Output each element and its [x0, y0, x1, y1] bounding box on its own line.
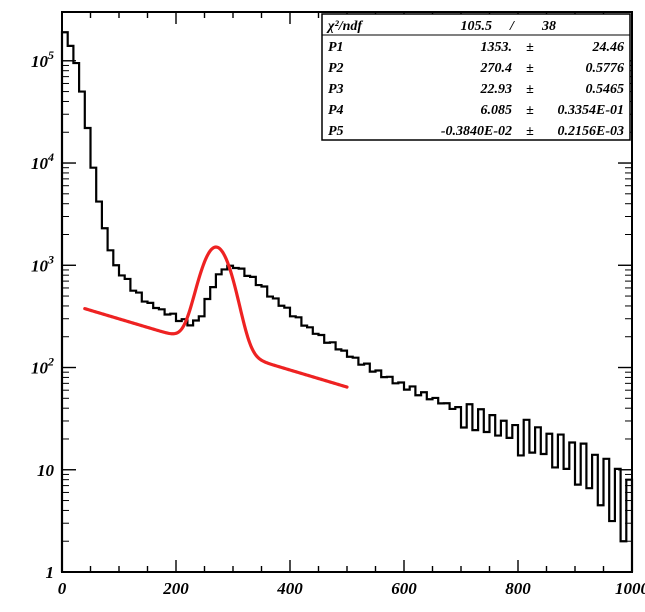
svg-text:0.3354E-01: 0.3354E-01	[558, 103, 625, 118]
y-tick-label: 10	[37, 461, 55, 480]
svg-text:±: ±	[526, 103, 534, 118]
svg-text:1353.: 1353.	[481, 40, 513, 55]
y-tick-label: 1	[46, 563, 55, 582]
svg-text:-0.3840E-02: -0.3840E-02	[441, 124, 512, 139]
svg-text:χ²/ndf: χ²/ndf	[326, 19, 363, 34]
svg-text:38: 38	[541, 19, 556, 34]
x-tick-label: 600	[391, 579, 417, 598]
svg-text:0.2156E-03: 0.2156E-03	[558, 124, 625, 139]
svg-text:±: ±	[526, 61, 534, 76]
svg-text:P1: P1	[328, 40, 344, 55]
svg-text:22.93: 22.93	[480, 82, 513, 97]
svg-text:P5: P5	[328, 124, 344, 139]
svg-text:270.4: 270.4	[480, 61, 513, 76]
chart-container: 02004006008001000110102103104105χ²/ndf10…	[0, 0, 645, 612]
svg-text:P2: P2	[328, 61, 344, 76]
x-tick-label: 200	[162, 579, 189, 598]
svg-text:P3: P3	[328, 82, 344, 97]
chart-svg: 02004006008001000110102103104105χ²/ndf10…	[0, 0, 645, 612]
svg-text:±: ±	[526, 124, 534, 139]
svg-text:±: ±	[526, 82, 534, 97]
svg-text:0.5776: 0.5776	[586, 61, 625, 76]
x-tick-label: 1000	[615, 579, 645, 598]
x-tick-label: 0	[58, 579, 67, 598]
x-tick-label: 800	[505, 579, 531, 598]
svg-text:0.5465: 0.5465	[586, 82, 625, 97]
x-tick-label: 400	[276, 579, 303, 598]
stat-box: χ²/ndf105.5/38P11353.±24.46P2270.4±0.577…	[322, 14, 630, 140]
svg-text:105.5: 105.5	[461, 19, 493, 34]
svg-text:±: ±	[526, 40, 534, 55]
svg-text:P4: P4	[328, 103, 344, 118]
svg-text:24.46: 24.46	[592, 40, 625, 55]
svg-text:6.085: 6.085	[481, 103, 513, 118]
